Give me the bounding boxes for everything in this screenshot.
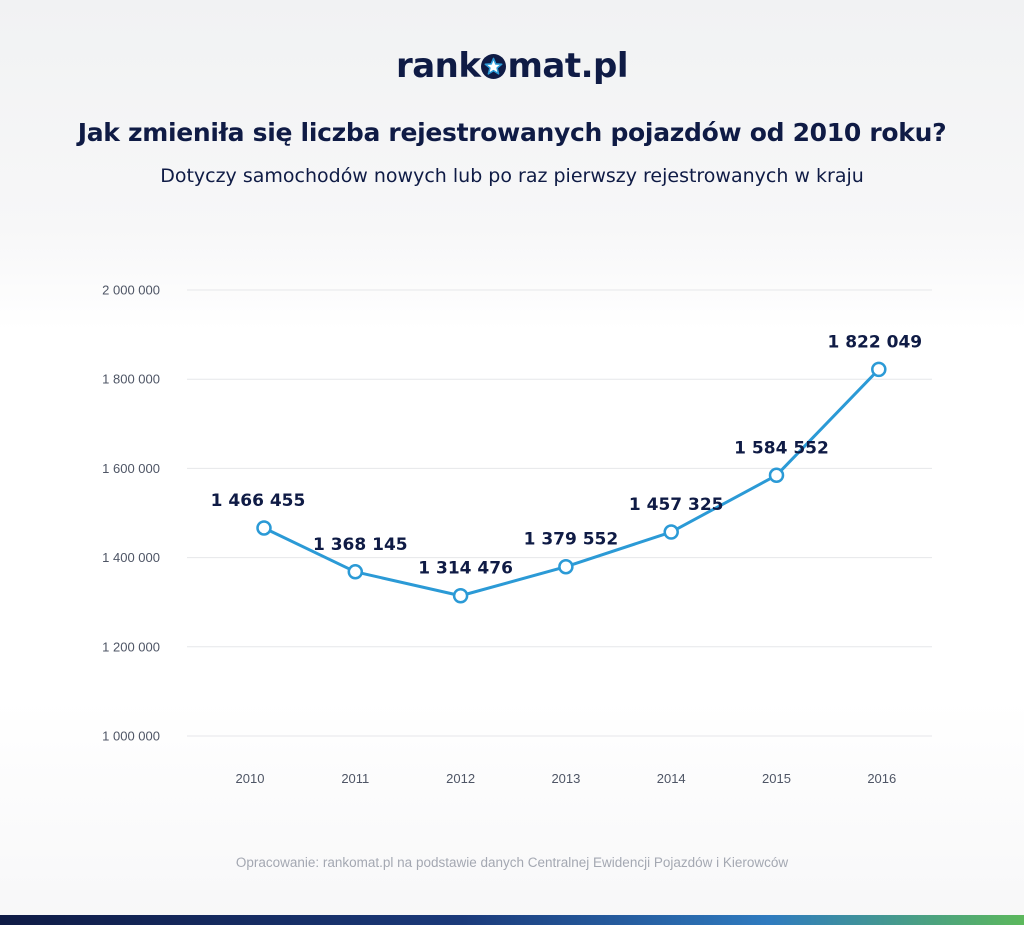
data-label: 1 314 476 (418, 559, 513, 579)
data-label: 1 379 552 (524, 530, 619, 550)
data-point (871, 361, 887, 378)
data-label: 1 457 325 (629, 495, 724, 515)
star-icon (481, 54, 507, 79)
x-tick-label: 2011 (341, 771, 369, 786)
y-tick-label: 1 800 000 (102, 372, 160, 387)
x-tick-label: 2013 (551, 771, 580, 786)
data-label: 1 822 049 (827, 332, 922, 352)
data-label: 1 466 455 (211, 491, 306, 511)
grid-lines (187, 289, 932, 737)
logo-text-right: mat.pl (507, 46, 629, 86)
y-tick-label: 1 600 000 (102, 461, 160, 476)
x-tick-label: 2015 (762, 771, 791, 786)
y-tick-label: 2 000 000 (102, 283, 160, 298)
source-note: Opracowanie: rankomat.pl na podstawie da… (235, 855, 789, 870)
brand-logo: rank mat.pl (0, 46, 1024, 86)
chart-subtitle: Dotyczy samochodów nowych lub po raz pie… (160, 165, 864, 187)
logo-text-left: rank (395, 46, 481, 86)
data-label: 1 584 552 (734, 438, 829, 458)
y-tick-label: 1 400 000 (102, 550, 160, 565)
x-axis-ticks: 2010 2011 2012 2013 2014 2015 2016 (236, 771, 897, 786)
data-label: 1 368 145 (313, 535, 408, 555)
data-point (768, 467, 785, 484)
data-point (256, 520, 272, 536)
x-tick-label: 2012 (446, 771, 475, 786)
x-tick-label: 2016 (867, 771, 896, 786)
data-points (256, 361, 887, 604)
bottom-accent-bar (0, 915, 1024, 925)
data-labels: 1 466 455 1 368 145 1 314 476 1 379 552 1 45… (211, 332, 922, 578)
x-tick-label: 2014 (657, 771, 686, 786)
data-point (558, 558, 574, 575)
y-axis-ticks: 2 000 000 1 800 000 1 600 000 1 400 000 1 20… (102, 283, 160, 744)
chart-title: Jak zmieniła się liczba rejestrowanych p… (77, 118, 947, 147)
x-tick-label: 2010 (236, 771, 265, 786)
y-tick-label: 1 200 000 (102, 639, 160, 654)
data-point (452, 587, 469, 604)
data-point (347, 564, 364, 580)
y-tick-label: 1 000 000 (102, 729, 160, 744)
data-point (663, 524, 679, 540)
